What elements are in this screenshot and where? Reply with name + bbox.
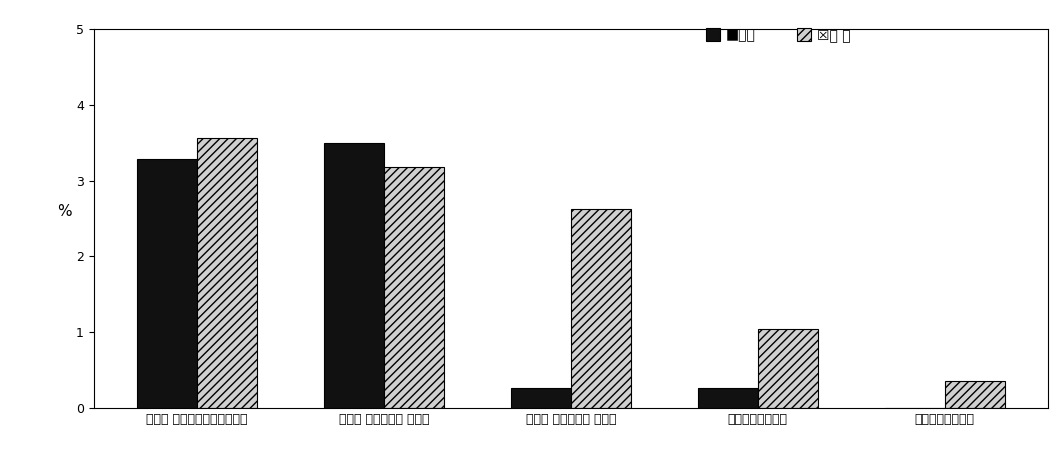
Bar (571, 209, 630, 408)
Y-axis label: %: % (57, 203, 72, 219)
Bar (197, 138, 256, 408)
Bar (945, 381, 1005, 408)
Bar (137, 159, 197, 408)
Bar (758, 328, 817, 408)
Legend: ■남자, ☒여 자: ■남자, ☒여 자 (706, 28, 850, 42)
Bar (324, 143, 384, 408)
Bar (511, 387, 571, 408)
Bar (384, 167, 443, 408)
Bar (698, 387, 758, 408)
